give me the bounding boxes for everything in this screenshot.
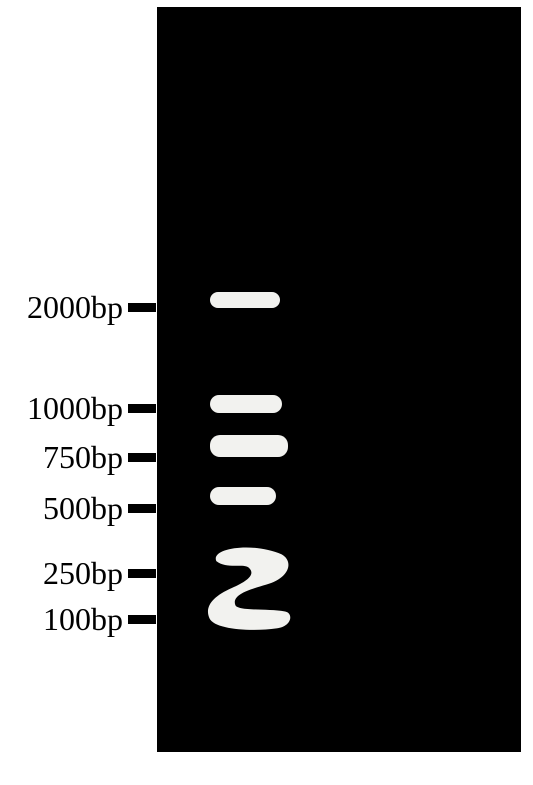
ladder-tick bbox=[128, 303, 156, 312]
gel-figure: 2000bp 1000bp 750bp 500bp 250bp 100bp bbox=[0, 0, 533, 785]
ladder-label: 750bp bbox=[43, 441, 123, 473]
gel-band bbox=[210, 487, 276, 505]
ladder-tick bbox=[128, 615, 156, 624]
ladder-label: 1000bp bbox=[27, 392, 123, 424]
gel-band bbox=[210, 395, 282, 413]
ladder-label: 2000bp bbox=[27, 291, 123, 323]
gel-band bbox=[210, 292, 280, 308]
ladder-label: 100bp bbox=[43, 603, 123, 635]
gel-band bbox=[210, 435, 288, 457]
ladder-label: 250bp bbox=[43, 557, 123, 589]
ladder-label: 500bp bbox=[43, 492, 123, 524]
ladder-tick bbox=[128, 504, 156, 513]
ladder-tick bbox=[128, 569, 156, 578]
gel-band-blob bbox=[206, 546, 292, 630]
gel-panel bbox=[157, 7, 521, 752]
ladder-tick bbox=[128, 404, 156, 413]
ladder-tick bbox=[128, 453, 156, 462]
